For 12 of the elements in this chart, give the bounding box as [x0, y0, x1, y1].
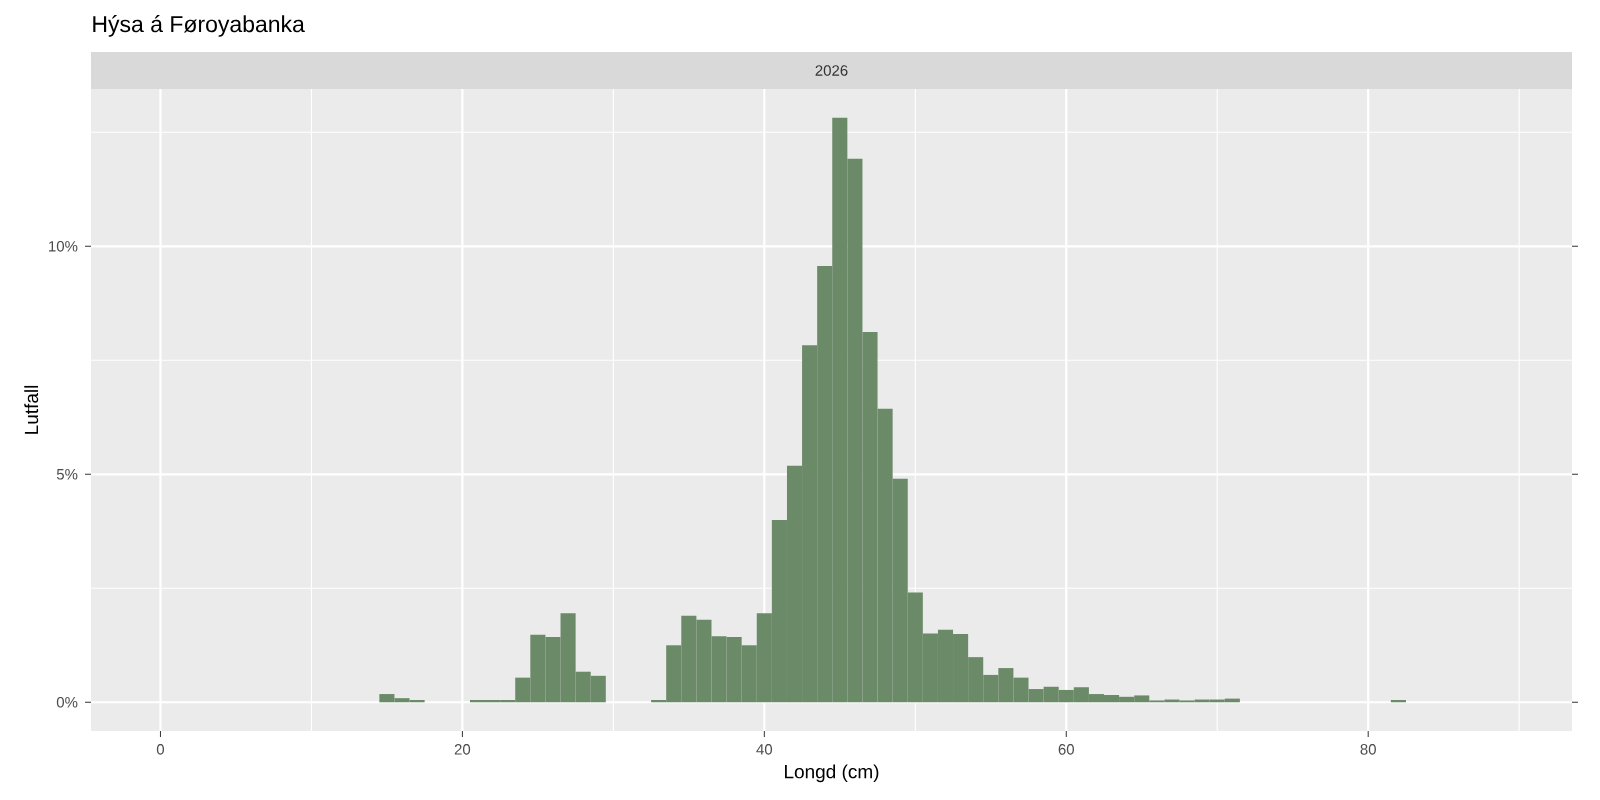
y-tick-label: 0%: [56, 696, 78, 708]
y-tick-label: 5%: [56, 469, 78, 480]
chart-title: Hýsa á Føroyabanka: [93, 15, 305, 37]
chart-subtitle: 2026: [815, 65, 848, 76]
x-tick-label: 0: [156, 744, 165, 755]
y-axis-title: Lutfall: [24, 385, 39, 434]
x-tick-label: 40: [756, 744, 773, 755]
y-tick-label: 10%: [49, 240, 78, 252]
x-tick-label: 80: [1360, 744, 1376, 755]
x-axis-title: Longd (cm): [785, 764, 879, 783]
x-tick-label: 20: [454, 744, 471, 755]
x-tick-label: 60: [1058, 744, 1075, 755]
